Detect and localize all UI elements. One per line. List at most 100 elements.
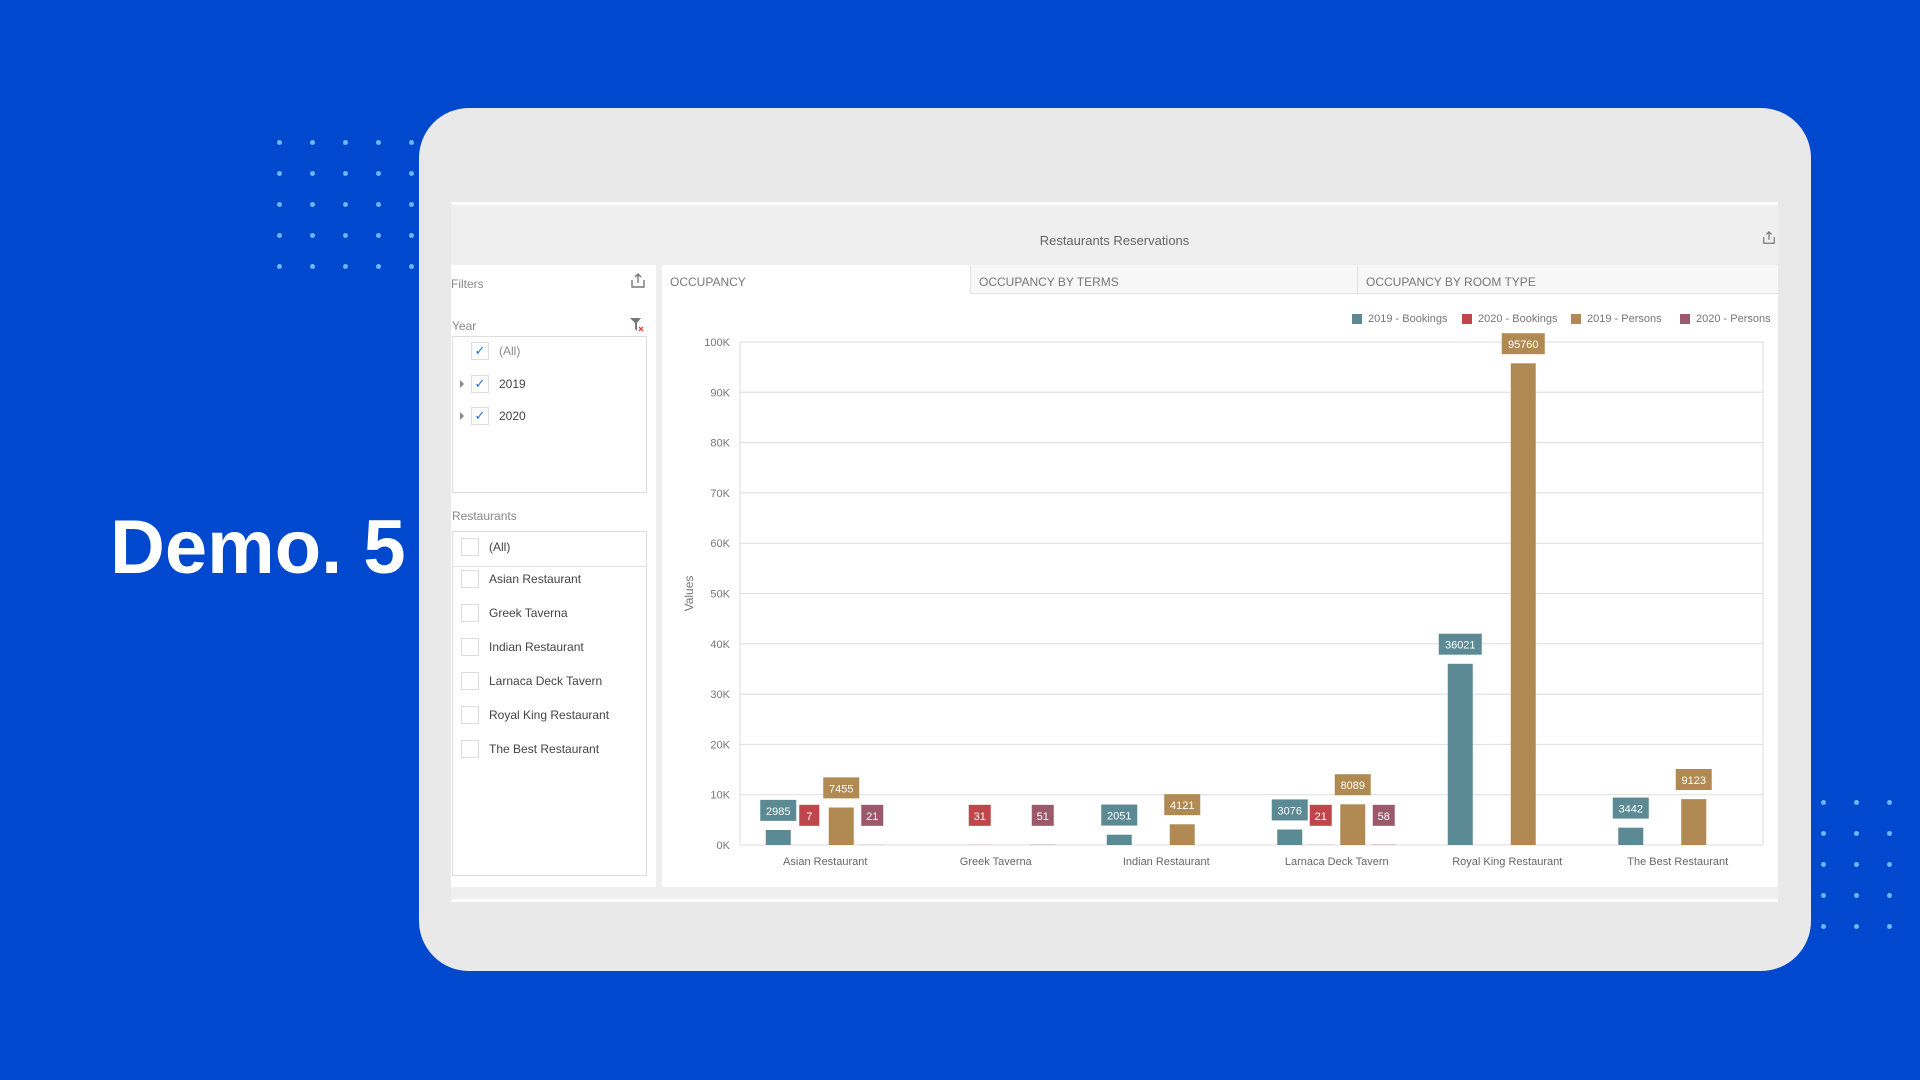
checkbox[interactable] <box>461 706 479 724</box>
y-tick-label: 70K <box>710 488 730 500</box>
checkbox[interactable] <box>461 570 479 588</box>
legend-item[interactable]: 2019 - Bookings <box>1352 313 1448 325</box>
legend-label: 2020 - Bookings <box>1478 313 1558 325</box>
x-tick-label: Greek Taverna <box>960 856 1033 868</box>
data-label-bg <box>1675 768 1712 790</box>
y-tick-label: 90K <box>710 387 730 399</box>
dot <box>1854 800 1859 805</box>
legend-swatch <box>1571 314 1581 324</box>
bar[interactable] <box>1277 829 1303 845</box>
restaurant-item[interactable]: (All) <box>461 537 510 557</box>
bar[interactable] <box>1169 824 1195 845</box>
dot <box>409 264 414 269</box>
dot <box>310 171 315 176</box>
checkbox[interactable] <box>461 604 479 622</box>
data-label-bg <box>1271 799 1308 821</box>
item-label: Asian Restaurant <box>489 572 582 586</box>
bar[interactable] <box>1447 663 1473 845</box>
dashboard-title: Restaurants Reservations <box>1039 233 1190 248</box>
year-list: ✓ (All) ✓ 2019 ✓ 2020 <box>452 336 647 493</box>
y-tick-label: 30K <box>710 689 730 701</box>
dot <box>376 140 381 145</box>
dot <box>376 171 381 176</box>
expand-arrow-icon[interactable] <box>460 412 464 420</box>
dot <box>343 233 348 238</box>
checkbox[interactable] <box>461 672 479 690</box>
divider <box>453 566 646 567</box>
restaurant-item[interactable]: Asian Restaurant <box>461 569 581 589</box>
dot <box>1854 924 1859 929</box>
restaurant-item[interactable]: Indian Restaurant <box>461 637 584 657</box>
dot <box>277 264 282 269</box>
bar[interactable] <box>1340 804 1366 845</box>
data-label-bg <box>1334 774 1371 796</box>
item-label: Greek Taverna <box>489 606 568 620</box>
dot <box>409 202 414 207</box>
x-tick-label: Indian Restaurant <box>1123 856 1210 868</box>
legend-item[interactable]: 2020 - Bookings <box>1462 313 1558 325</box>
expand-arrow-icon[interactable] <box>460 380 464 388</box>
checkbox[interactable] <box>461 740 479 758</box>
year-item-all[interactable]: ✓ (All) <box>471 342 520 360</box>
legend-item[interactable]: 2019 - Persons <box>1571 313 1662 325</box>
bar[interactable] <box>1510 363 1536 845</box>
item-label: Indian Restaurant <box>489 640 584 654</box>
dot <box>1887 862 1892 867</box>
checkbox[interactable]: ✓ <box>471 375 489 393</box>
y-tick-label: 0K <box>717 840 731 852</box>
dot <box>409 233 414 238</box>
bar[interactable] <box>765 829 791 845</box>
legend-swatch <box>1680 314 1690 324</box>
restaurant-item[interactable]: Royal King Restaurant <box>461 705 609 725</box>
checkbox[interactable]: ✓ <box>471 407 489 425</box>
tab-occupancy-by-terms[interactable]: OCCUPANCY BY TERMS <box>970 265 1357 294</box>
legend-swatch <box>1462 314 1472 324</box>
restaurant-item[interactable]: Larnaca Deck Tavern <box>461 671 602 691</box>
legend-label: 2019 - Persons <box>1587 313 1662 325</box>
checkbox[interactable]: ✓ <box>471 342 489 360</box>
data-label: 36021 <box>1445 640 1476 652</box>
restaurants-filter-label: Restaurants <box>452 509 517 523</box>
year-item-2020[interactable]: ✓ 2020 <box>460 407 526 425</box>
data-label: 31 <box>974 811 986 823</box>
dot <box>310 233 315 238</box>
data-label: 4121 <box>1170 800 1194 812</box>
bar[interactable] <box>1618 827 1644 845</box>
data-label-bg <box>1101 804 1138 826</box>
dot <box>310 264 315 269</box>
dot <box>1821 862 1826 867</box>
checkbox[interactable] <box>461 538 479 556</box>
export-icon[interactable] <box>630 273 646 289</box>
data-label: 7455 <box>829 783 853 795</box>
dot <box>343 202 348 207</box>
data-label-bg <box>1372 804 1395 826</box>
bar[interactable] <box>1106 834 1132 845</box>
dot <box>376 202 381 207</box>
tab-occupancy-by-room-type[interactable]: OCCUPANCY BY ROOM TYPE <box>1357 265 1778 294</box>
restaurant-item[interactable]: Greek Taverna <box>461 603 568 623</box>
tab-occupancy[interactable]: OCCUPANCY <box>662 265 970 294</box>
bar[interactable] <box>828 807 854 845</box>
legend-item[interactable]: 2020 - Persons <box>1680 313 1771 325</box>
dot <box>343 171 348 176</box>
data-label: 51 <box>1037 811 1049 823</box>
restaurant-item[interactable]: The Best Restaurant <box>461 739 599 759</box>
data-label-bg <box>1501 333 1545 355</box>
data-label: 7 <box>806 811 812 823</box>
item-label: Royal King Restaurant <box>489 708 610 722</box>
data-label-bg <box>1309 804 1332 826</box>
checkbox[interactable] <box>461 638 479 656</box>
dot <box>310 140 315 145</box>
legend-label: 2019 - Bookings <box>1368 313 1448 325</box>
data-label-bg <box>1612 797 1649 819</box>
dot <box>376 264 381 269</box>
bar[interactable] <box>1681 799 1707 845</box>
dot <box>1887 800 1892 805</box>
export-icon[interactable] <box>1762 231 1776 245</box>
y-tick-label: 10K <box>710 790 730 802</box>
dot <box>1854 831 1859 836</box>
year-item-2019[interactable]: ✓ 2019 <box>460 375 526 393</box>
dot <box>277 140 282 145</box>
x-tick-label: Royal King Restaurant <box>1452 856 1562 868</box>
clear-filter-icon[interactable] <box>629 317 645 333</box>
